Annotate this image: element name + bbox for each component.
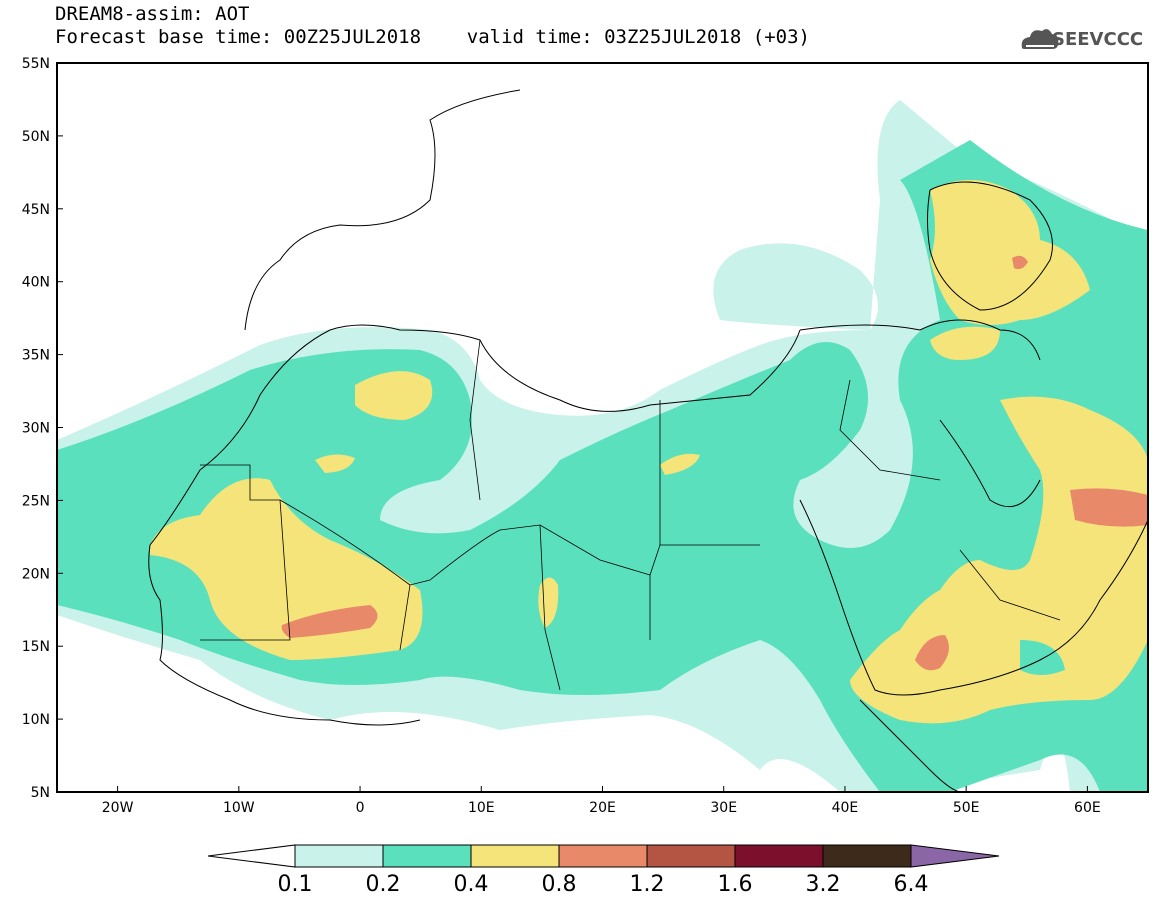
lat-label-55N: 55N (22, 56, 50, 72)
coastlines (148, 89, 1148, 792)
colorbar-label: 6.4 (894, 872, 929, 897)
colorbar-label: 3.2 (806, 872, 841, 897)
lon-label-30E: 30E (710, 800, 737, 816)
aot-contour-fields (57, 100, 1148, 792)
lat-label-15N: 15N (22, 639, 50, 655)
colorbar-swatch (822, 844, 912, 868)
logo-text: SEEVCCC (1052, 29, 1144, 50)
colorbar-swatch (558, 844, 648, 868)
aot-level-0.8 (281, 255, 1148, 671)
colorbar-label: 0.8 (542, 872, 577, 897)
lon-label-10W: 10W (223, 800, 255, 816)
colorbar-swatch (294, 844, 384, 868)
lon-label-60E: 60E (1074, 800, 1101, 816)
cloud-logo-icon (1021, 29, 1059, 49)
colorbar-label: 1.2 (630, 872, 665, 897)
colorbar-label: 0.4 (454, 872, 489, 897)
lon-label-0: 0 (356, 800, 365, 816)
colorbar-swatch (734, 844, 824, 868)
colorbar-label: 0.2 (366, 872, 401, 897)
lat-label-45N: 45N (22, 202, 50, 218)
lat-label-20N: 20N (22, 566, 50, 582)
longitude-labels: 20W 10W 0 10E 20E 30E 40E 50E 60E (102, 786, 1101, 816)
lat-label-35N: 35N (22, 348, 50, 364)
colorbar-swatch (382, 844, 472, 868)
lat-label-10N: 10N (22, 712, 50, 728)
forecast-time-line: Forecast base time: 00Z25JUL2018 valid t… (55, 26, 810, 48)
colorbar-high-arrow (910, 844, 1000, 868)
lon-label-20E: 20E (589, 800, 616, 816)
lat-label-5N: 5N (31, 785, 50, 801)
lon-label-20W: 20W (102, 800, 134, 816)
lat-label-30N: 30N (22, 421, 50, 437)
borders (200, 339, 1061, 691)
lon-label-50E: 50E (953, 800, 980, 816)
lon-label-10E: 10E (468, 800, 495, 816)
colorbar-low-arrow (207, 844, 296, 868)
lat-label-25N: 25N (22, 493, 50, 509)
colorbar-swatch (646, 844, 736, 868)
colorbar: 0.1 0.2 0.4 0.8 1.2 1.6 3.2 6.4 (207, 844, 1000, 897)
lat-label-50N: 50N (22, 129, 50, 145)
latitude-labels: 5N 10N 15N 20N 25N 30N 35N 40N 45N 50N 55N (22, 56, 63, 801)
colorbar-label: 0.1 (278, 872, 313, 897)
colorbar-swatch (470, 844, 560, 868)
colorbar-label: 1.6 (718, 872, 753, 897)
map-title: DREAM8-assim: AOT (55, 3, 250, 25)
lon-label-40E: 40E (832, 800, 859, 816)
lat-label-40N: 40N (22, 275, 50, 291)
